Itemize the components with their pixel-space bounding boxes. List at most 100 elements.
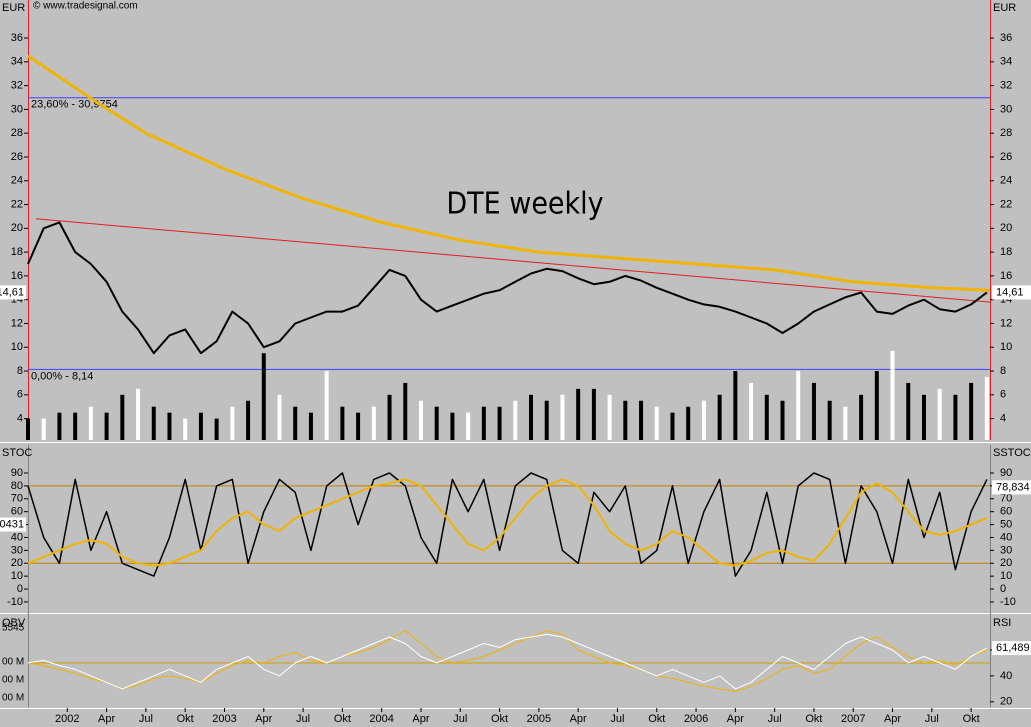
volume-bar	[387, 394, 392, 440]
y-tick-label: 20	[1000, 696, 1012, 708]
y-tick-label: 24	[11, 175, 23, 187]
volume-bar	[654, 406, 659, 440]
x-tick-label: 2002	[55, 713, 79, 725]
left-axis-label: 00 M	[2, 675, 24, 686]
volume-bar	[623, 400, 628, 440]
y-tick-label: 26	[1000, 151, 1012, 163]
volume-bar	[576, 388, 581, 440]
value-marker-label: 78,834	[996, 481, 1030, 493]
x-tick-label: Okt	[177, 713, 194, 725]
y-tick-label: 70	[11, 493, 23, 505]
value-marker-label: 61,489	[996, 642, 1030, 654]
volume-bar	[104, 412, 109, 440]
volume-bar	[183, 418, 188, 440]
volume-bar	[261, 353, 266, 440]
volume-bar	[73, 412, 78, 440]
value-marker-label: 0431	[0, 518, 24, 530]
volume-bar	[953, 394, 958, 440]
y-tick-label: 30	[1000, 103, 1012, 115]
panel-label: SSTOC	[993, 447, 1031, 459]
value-marker-label: 14,61	[996, 286, 1024, 298]
x-tick-label: Jul	[768, 713, 782, 725]
volume-bar	[88, 406, 93, 440]
y-tick-label: 50	[1000, 518, 1012, 530]
x-tick-label: Jul	[925, 713, 939, 725]
value-marker	[992, 285, 1031, 300]
annotation: DTE weekly	[446, 187, 603, 222]
volume-bar	[371, 406, 376, 440]
x-tick-label: Okt	[648, 713, 665, 725]
series-line	[27, 478, 988, 567]
series-line	[27, 221, 988, 355]
y-tick-label: 18	[1000, 246, 1012, 258]
x-tick-label: Apr	[884, 713, 901, 725]
volume-bar	[544, 400, 549, 440]
volume-bar	[434, 406, 439, 440]
y-tick-label: 40	[1000, 531, 1012, 543]
y-tick-label: 10	[1000, 341, 1012, 353]
x-tick-label: Apr	[412, 713, 429, 725]
volume-bar	[340, 406, 345, 440]
volume-bar	[214, 418, 219, 440]
y-tick-label: 28	[11, 127, 23, 139]
left-axis-label: 00 M	[2, 693, 24, 704]
y-tick-label: 20	[1000, 222, 1012, 234]
volume-bar	[277, 394, 282, 440]
volume-bar	[246, 400, 251, 440]
y-tick-label: 10	[11, 341, 23, 353]
y-tick-label: 22	[11, 198, 23, 210]
y-tick-label: 12	[1000, 317, 1012, 329]
series-line	[27, 633, 988, 690]
volume-bar	[356, 412, 361, 440]
y-tick-label: 90	[1000, 467, 1012, 479]
volume-bar	[293, 406, 298, 440]
x-tick-label: 2007	[841, 713, 865, 725]
volume-bar	[418, 400, 423, 440]
x-tick-label: Okt	[334, 713, 351, 725]
x-tick-label: Jul	[610, 713, 624, 725]
y-tick-label: 32	[1000, 80, 1012, 92]
y-tick-label: 4	[17, 413, 23, 425]
volume-bar	[120, 394, 125, 440]
y-tick-label: 40	[1000, 670, 1012, 682]
y-tick-label: 18	[11, 246, 23, 258]
x-tick-label: 2004	[369, 713, 393, 725]
y-tick-label: 22	[1000, 198, 1012, 210]
volume-bar	[230, 406, 235, 440]
panel-label: STOC	[2, 447, 32, 459]
y-tick-label: 34	[11, 56, 23, 68]
volume-bar	[890, 350, 895, 440]
series-line	[27, 472, 988, 577]
y-tick-label: 6	[17, 389, 23, 401]
y-tick-label: 16	[1000, 270, 1012, 282]
volume-bar	[639, 400, 644, 440]
left-axis-label: 00 M	[2, 657, 24, 668]
volume-bar	[796, 371, 801, 440]
x-tick-label: Apr	[98, 713, 115, 725]
value-marker	[0, 285, 26, 300]
x-tick-label: Okt	[491, 713, 508, 725]
y-tick-label: 12	[11, 317, 23, 329]
y-tick-label: 80	[11, 480, 23, 492]
left-axis-label: 5545	[2, 623, 25, 634]
volume-bar	[969, 382, 974, 440]
y-tick-label: 36	[1000, 32, 1012, 44]
x-tick-label: Okt	[963, 713, 980, 725]
y-tick-label: 34	[1000, 56, 1012, 68]
volume-bar	[324, 371, 329, 440]
x-tick-label: Apr	[255, 713, 272, 725]
y-tick-label: -10	[7, 596, 23, 608]
volume-bar	[466, 412, 471, 440]
y-tick-label: 26	[11, 151, 23, 163]
y-tick-label: 70	[1000, 493, 1012, 505]
value-marker	[992, 480, 1031, 495]
x-tick-label: Apr	[570, 713, 587, 725]
volume-bar	[607, 394, 612, 440]
y-tick-label: 30	[11, 103, 23, 115]
value-marker	[0, 517, 26, 532]
y-tick-label: 0	[17, 583, 23, 595]
panel-label: EUR	[993, 2, 1016, 14]
y-tick-label: 10	[11, 570, 23, 582]
volume-bar	[513, 400, 518, 440]
